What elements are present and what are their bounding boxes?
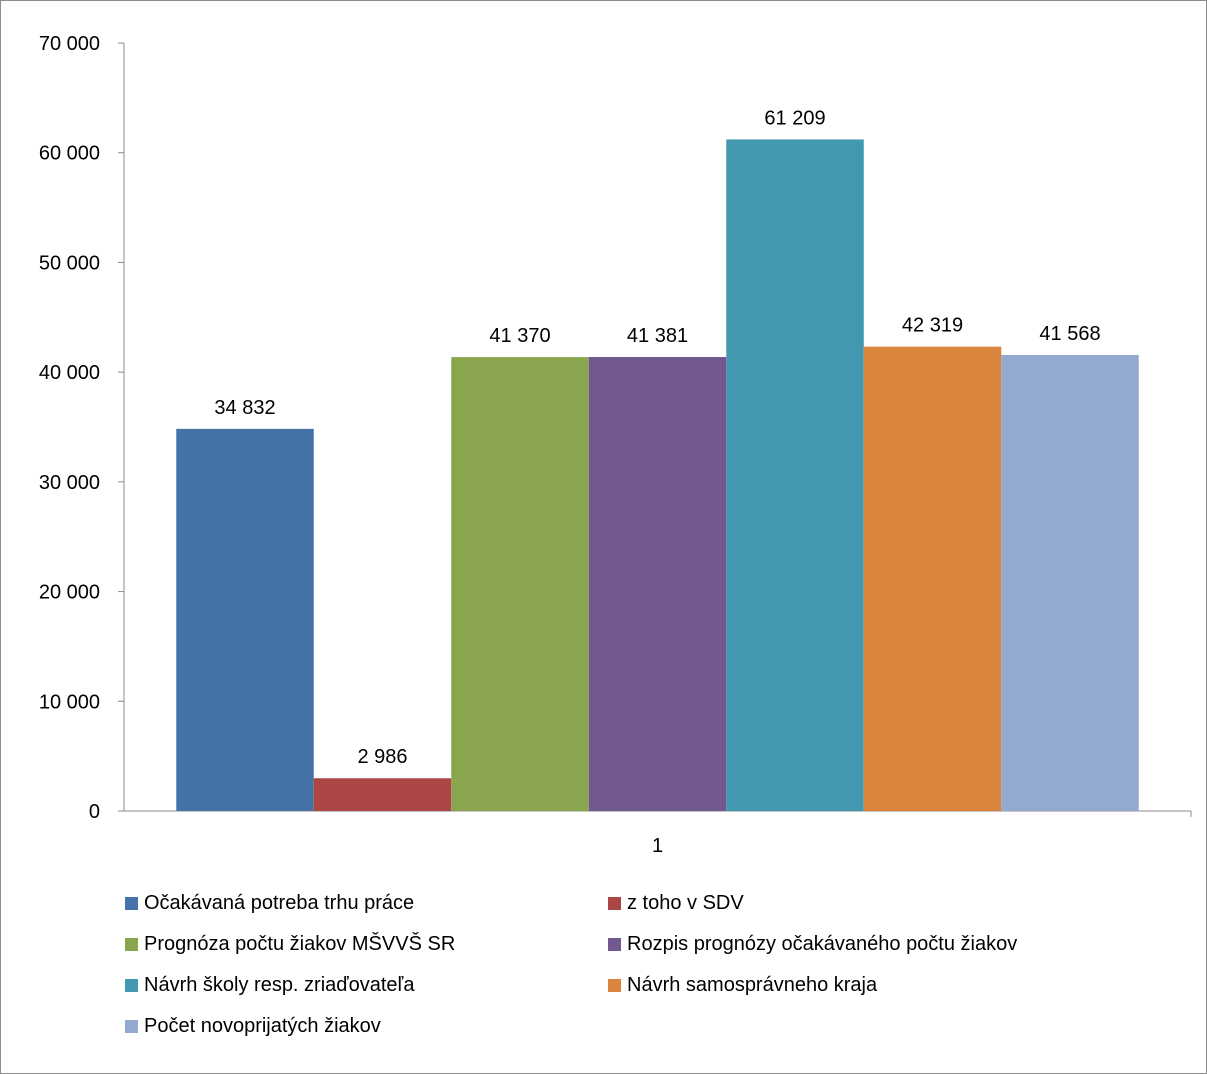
legend-swatch [608, 978, 621, 992]
bar [451, 357, 589, 811]
legend-swatch [125, 937, 138, 951]
legend-item: z toho v SDV [608, 885, 744, 921]
data-label: 2 986 [357, 746, 407, 768]
legend-item: Návrh školy resp. zriaďovateľa [125, 967, 414, 1003]
bar [313, 778, 452, 811]
y-tick-label: 30 000 [39, 472, 100, 494]
legend-label: Návrh školy resp. zriaďovateľa [144, 973, 415, 996]
legend-swatch [608, 937, 621, 951]
y-tick-label: 10 000 [39, 691, 100, 713]
y-tick-label: 70 000 [39, 33, 100, 55]
bar [1001, 354, 1139, 811]
data-label: 41 568 [1039, 323, 1100, 345]
data-label: 61 209 [764, 107, 825, 129]
legend-label: Rozpis prognózy očakávaného počtu žiakov [627, 932, 1018, 955]
legend-label: Návrh samosprávneho kraja [627, 973, 878, 996]
y-tick-label: 0 [89, 801, 100, 823]
bar [726, 139, 864, 811]
legend-swatch [125, 896, 138, 910]
x-tick-label: 1 [652, 835, 663, 857]
y-tick-label: 50 000 [39, 252, 100, 274]
legend-swatch [608, 896, 621, 910]
legend-item: Očakávaná potreba trhu práce [125, 885, 414, 921]
y-tick-label: 60 000 [39, 143, 100, 165]
legend-label: Prognóza počtu žiakov MŠVVŠ SR [144, 932, 456, 955]
data-label: 34 832 [214, 397, 275, 419]
y-tick-label: 40 000 [39, 362, 100, 384]
legend-item: Prognóza počtu žiakov MŠVVŠ SR [125, 926, 455, 962]
y-tick-label: 20 000 [39, 582, 100, 604]
data-label: 41 370 [489, 325, 550, 347]
legend-item: Návrh samosprávneho kraja [608, 967, 877, 1003]
data-label: 41 381 [627, 325, 688, 347]
legend-label: z toho v SDV [627, 891, 744, 914]
plot-area: 0 10 000 20 000 30 000 40 000 50 000 60 000 70 … [39, 33, 1192, 857]
legend-swatch [125, 1019, 138, 1033]
bar [588, 356, 727, 811]
bar [176, 428, 314, 811]
bar [863, 346, 1002, 811]
data-label: 42 319 [902, 315, 963, 337]
legend-item: Rozpis prognózy očakávaného počtu žiakov [608, 926, 1017, 962]
legend-swatch [125, 978, 138, 992]
legend-label: Očakávaná potreba trhu práce [144, 891, 415, 914]
legend-item: Počet novoprijatých žiakov [125, 1008, 381, 1044]
legend-label: Počet novoprijatých žiakov [144, 1014, 381, 1037]
